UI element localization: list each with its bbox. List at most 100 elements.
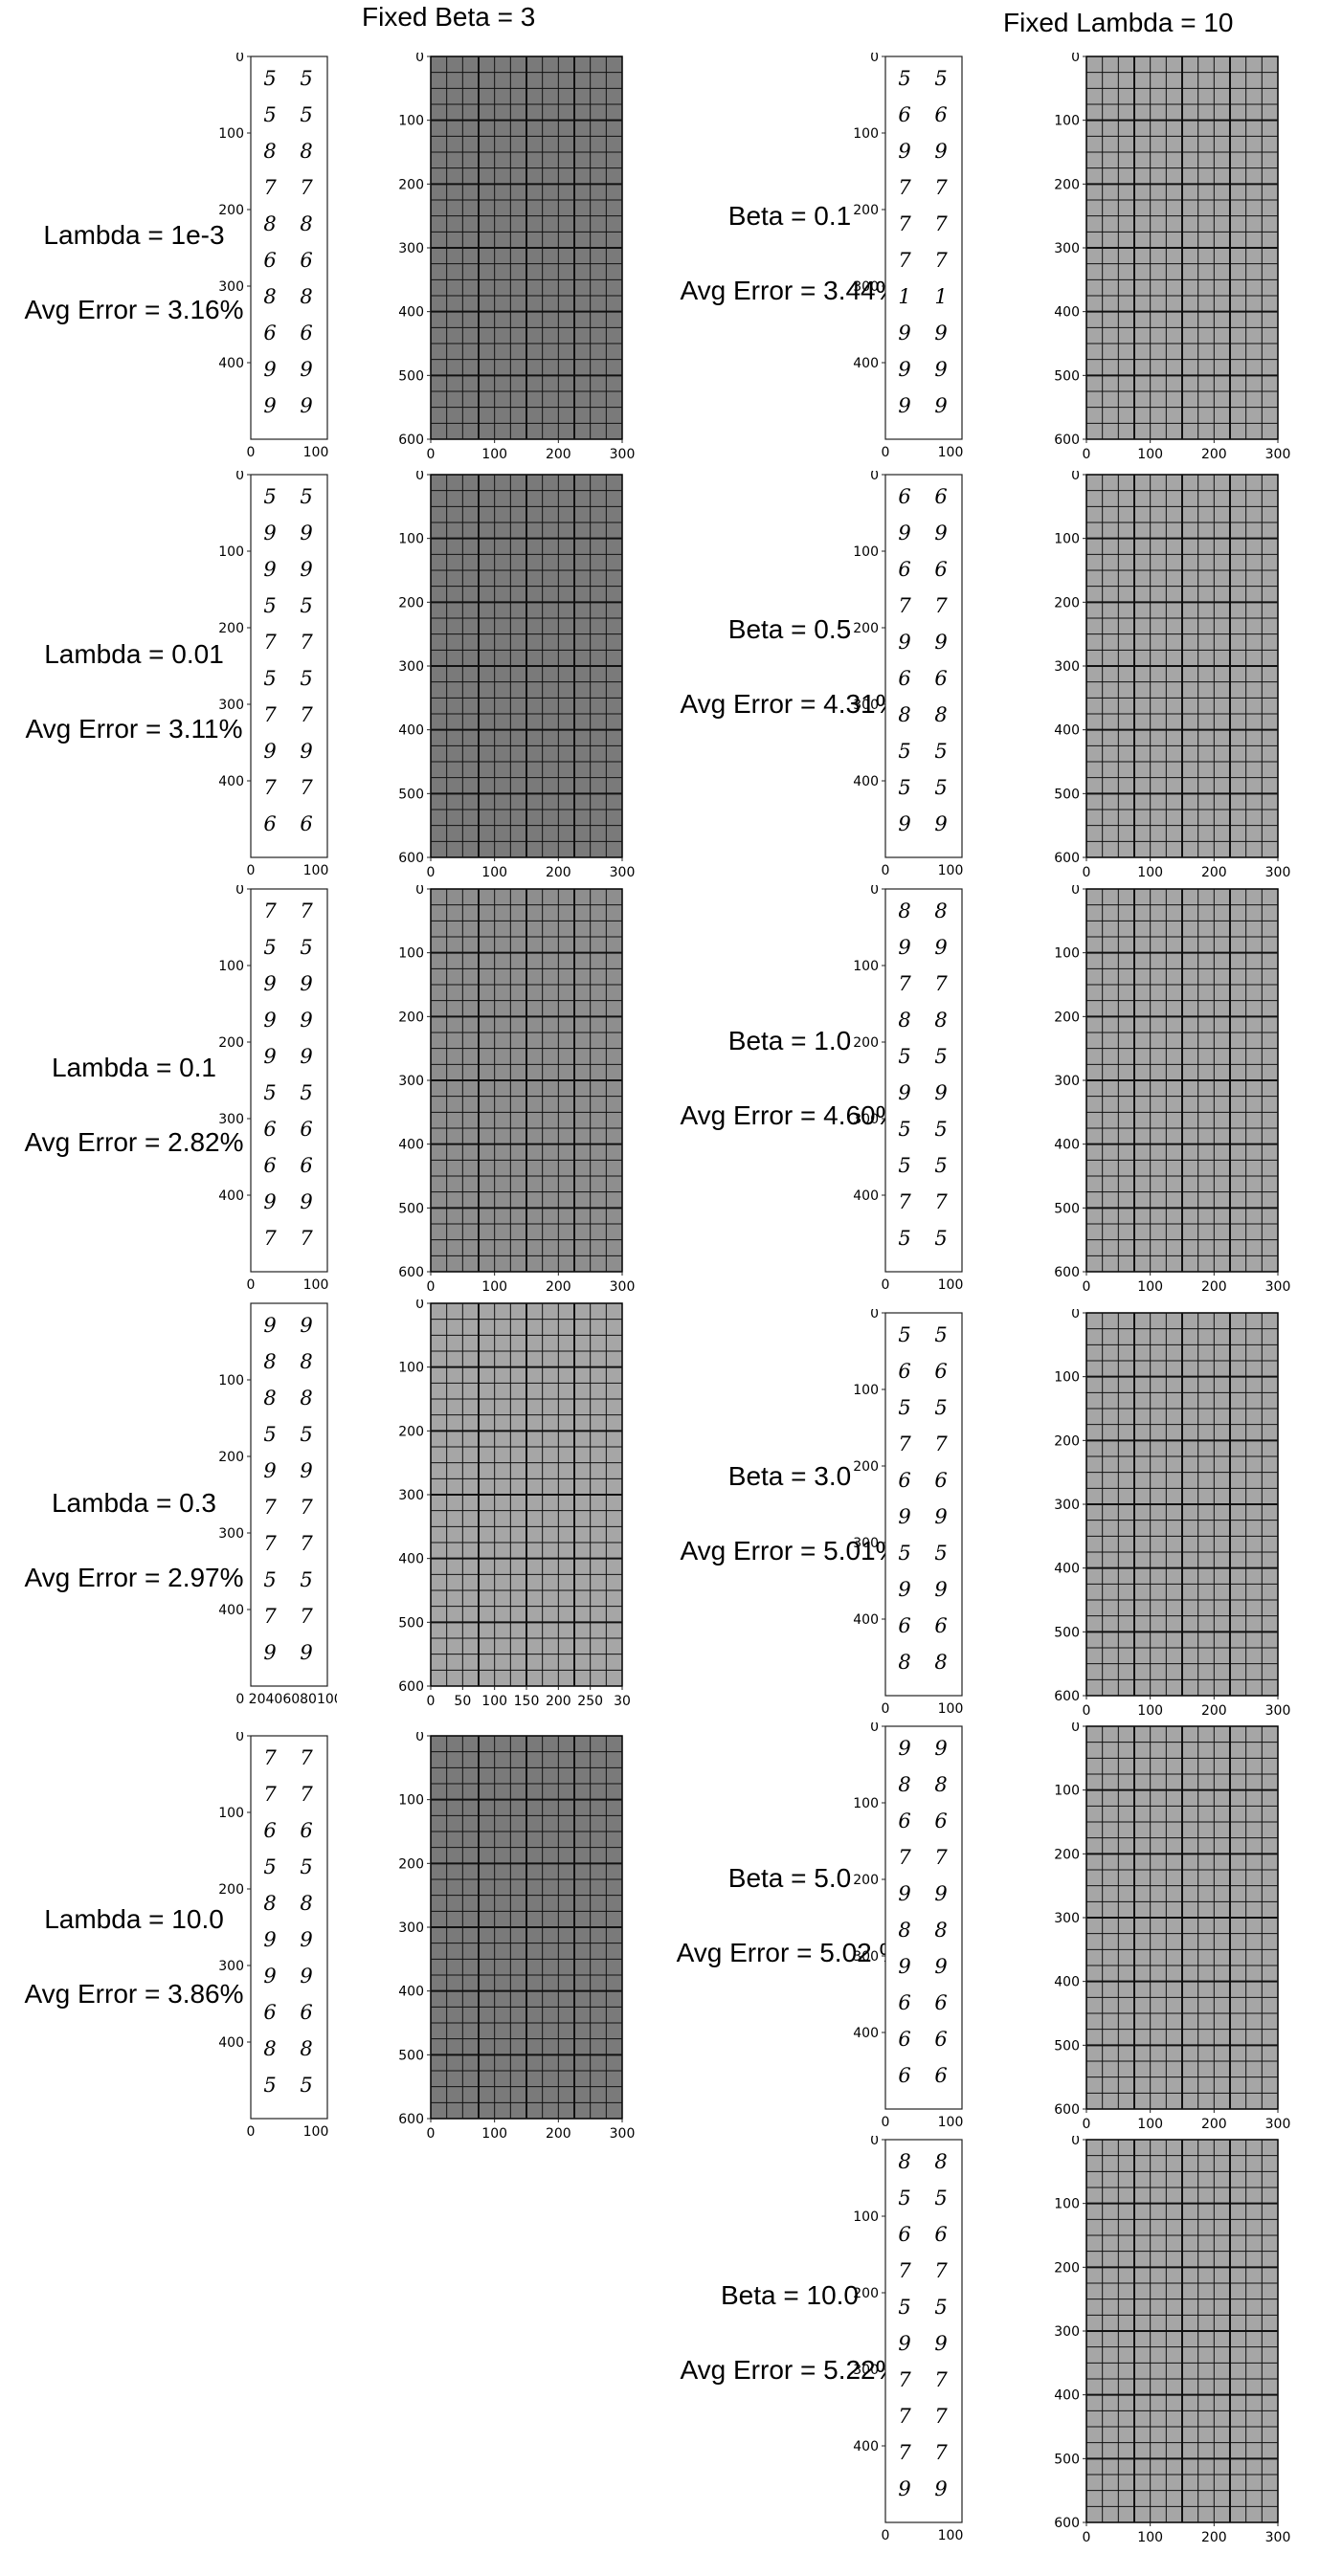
grid-xtick-label: 100 (481, 2126, 507, 2142)
pair-xtick-label: 100 (938, 2528, 964, 2543)
grid-ytick-label: 100 (1054, 946, 1080, 962)
digit-original: 9 (263, 1009, 276, 1032)
pair-xtick-label: 0 (247, 2124, 256, 2140)
pair-ytick-label: 300 (853, 1536, 879, 1551)
grid-ytick-label: 0 (1071, 1309, 1080, 1321)
pair-ytick-label: 100 (218, 544, 244, 560)
digit-original: 9 (263, 1314, 276, 1337)
digit-original: 8 (263, 1350, 276, 1373)
left-param-label: Lambda = 0.1 (51, 1053, 217, 1082)
digit-original: 9 (898, 631, 910, 654)
digit-reconstruction: 5 (934, 1154, 947, 1177)
grid-ytick-label: 500 (1054, 787, 1080, 802)
pair-xtick-label: 0 (882, 445, 890, 460)
digit-reconstruction: 9 (300, 358, 312, 381)
grid-xtick-label: 100 (1137, 1703, 1163, 1719)
pair-xtick-label: 0 (247, 1277, 256, 1293)
digit-original: 8 (898, 1773, 910, 1796)
digit-reconstruction: 6 (934, 1991, 947, 2014)
digit-reconstruction: 7 (934, 2405, 948, 2428)
left-error-label: Avg Error = 2.97% (24, 1563, 244, 1592)
digit-original: 6 (263, 1118, 276, 1141)
grid-ytick-label: 100 (398, 1361, 424, 1376)
grid-ytick-label: 0 (415, 53, 424, 65)
digit-original: 9 (898, 2332, 910, 2355)
pair-ytick-label: 200 (853, 203, 879, 218)
grid-xtick-label: 200 (1201, 447, 1227, 462)
grid-xtick-label: 100 (481, 1279, 507, 1295)
grid-ytick-label: 400 (1054, 723, 1080, 739)
digit-reconstruction: 8 (300, 1892, 312, 1915)
digit-original: 5 (898, 2296, 910, 2319)
grid-ytick-label: 600 (1054, 851, 1080, 866)
right-error-label: Avg Error = 5.01% (680, 1536, 900, 1566)
digit-original: 6 (898, 2028, 910, 2051)
digit-reconstruction: 9 (934, 1081, 947, 1104)
digit-original: 9 (263, 558, 276, 581)
grid-ytick-label: 400 (1054, 305, 1080, 321)
digit-original: 5 (263, 1855, 276, 1878)
pair-xtick-label: 100 (303, 2124, 329, 2140)
digit-original: 9 (898, 394, 910, 417)
grid-ytick-label: 600 (398, 1265, 424, 1280)
digit-original: 9 (898, 1882, 910, 1905)
digit-original: 7 (898, 1190, 911, 1213)
digit-original: 9 (898, 358, 910, 381)
digit-reconstruction: 6 (934, 1360, 947, 1383)
digit-reconstruction: 5 (300, 1568, 312, 1591)
digit-reconstruction: 8 (300, 212, 312, 235)
grid-xtick-label: 0 (427, 1694, 436, 1709)
pair-ytick-label: 100 (218, 1373, 244, 1388)
pair-ytick-label: 300 (218, 1959, 244, 1974)
digit-reconstruction: 5 (934, 67, 947, 90)
digit-original: 9 (898, 322, 910, 344)
digit-original: 5 (898, 740, 910, 763)
grid-ytick-label: 0 (415, 1732, 424, 1744)
digit-original: 9 (898, 1737, 910, 1760)
pair-xtick-label: 0 (882, 863, 890, 878)
digit-original: 7 (898, 212, 911, 235)
grid-ytick-label: 500 (398, 2048, 424, 2063)
digit-original: 9 (263, 1928, 276, 1951)
digit-reconstruction: 8 (300, 140, 312, 163)
pair-frame (884, 56, 963, 440)
pair-frame (250, 56, 328, 440)
grid-ytick-label: 400 (398, 1138, 424, 1153)
digit-original: 7 (898, 249, 911, 272)
digit-original: 7 (263, 1783, 277, 1806)
digit-original: 6 (263, 1154, 276, 1177)
digit-original: 9 (263, 522, 276, 544)
digit-original: 7 (898, 594, 911, 617)
grid-ytick-label: 200 (1054, 1433, 1080, 1449)
pair-xtick-label: 0 (247, 863, 256, 878)
digit-original: 7 (898, 2259, 911, 2282)
digit-original: 5 (898, 1542, 910, 1565)
pair-ytick-label: 400 (853, 1612, 879, 1628)
digit-original: 7 (263, 1532, 277, 1555)
digit-reconstruction: 5 (300, 2074, 312, 2097)
pair-xtick-label: 100 (303, 1277, 329, 1293)
digit-reconstruction: 5 (300, 103, 312, 126)
grid-xtick-label: 100 (1137, 447, 1163, 462)
digit-original: 9 (263, 1190, 276, 1213)
right-param-label: Beta = 0.1 (727, 201, 852, 231)
grid-ytick-label: 0 (415, 471, 424, 483)
digit-reconstruction: 8 (934, 1919, 947, 1942)
digit-reconstruction: 9 (934, 1578, 947, 1601)
pair-ytick-label: 300 (853, 2363, 879, 2378)
right-error-label: Avg Error = 4.60% (680, 1100, 900, 1130)
grid-xtick-label: 0 (1083, 2530, 1091, 2545)
pair-ytick-label: 0 (870, 53, 879, 65)
right-error-label: Avg Error = 3.44% (680, 276, 900, 305)
header-fixed-lambda: Fixed Lambda = 10 (1003, 8, 1234, 37)
pair-frame (250, 1302, 328, 1687)
digit-reconstruction: 9 (934, 140, 947, 163)
left-error-label: Avg Error = 2.82% (24, 1127, 244, 1157)
digit-reconstruction: 5 (934, 1118, 947, 1141)
pair-ytick-label: 300 (853, 1949, 879, 1965)
pair-ytick-label: 0 (235, 53, 244, 65)
